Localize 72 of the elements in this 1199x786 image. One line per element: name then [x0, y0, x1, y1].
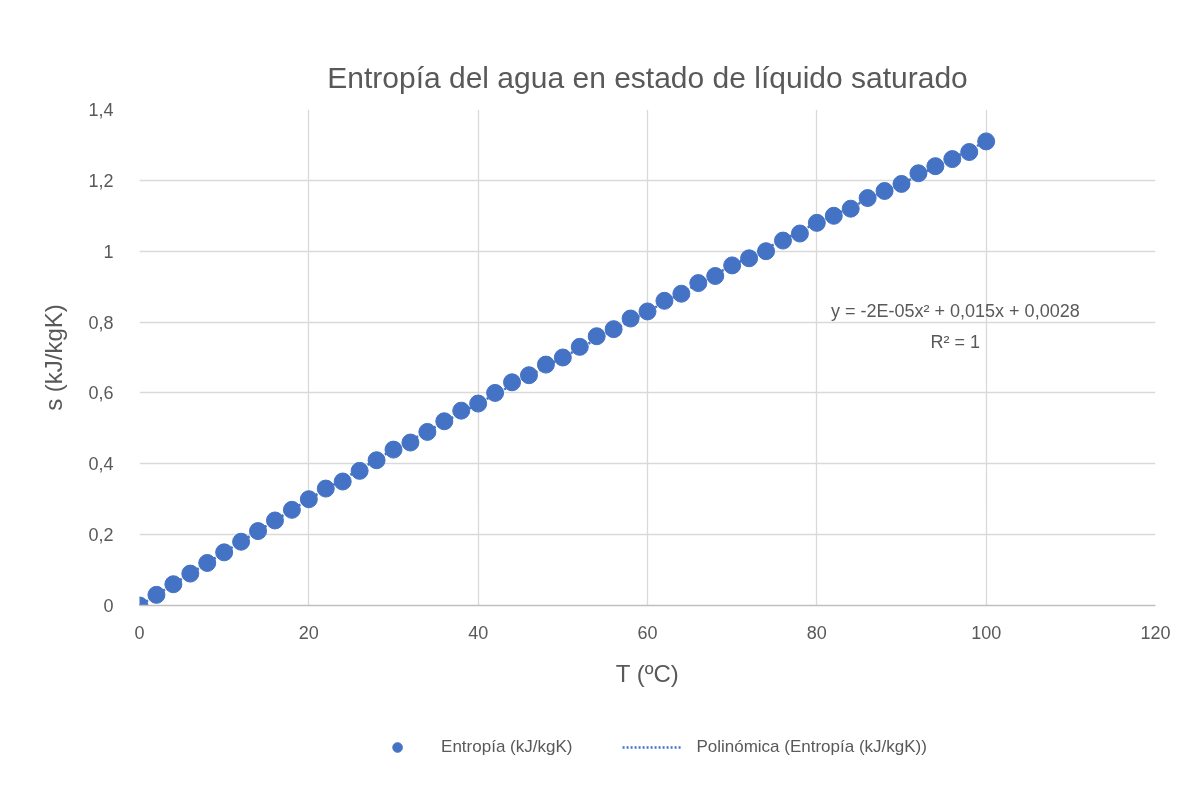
legend-label: Polinómica (Entropía (kJ/kgK)) — [696, 737, 927, 757]
point — [164, 575, 183, 594]
point — [299, 490, 318, 509]
point — [519, 366, 538, 385]
x-tick-label: 80 — [806, 622, 827, 643]
point — [858, 189, 877, 208]
point — [773, 231, 792, 250]
x-tick-label: 40 — [468, 622, 489, 643]
point — [316, 479, 335, 498]
point — [333, 472, 352, 491]
point — [570, 337, 589, 356]
point — [282, 500, 301, 519]
point — [401, 433, 420, 452]
point — [367, 451, 386, 470]
annotation: R² = 1 — [930, 332, 981, 353]
point — [638, 302, 657, 321]
point — [553, 348, 572, 367]
point — [689, 274, 708, 293]
point — [198, 554, 217, 572]
point — [807, 213, 826, 232]
point — [706, 267, 725, 285]
point — [604, 320, 623, 339]
point — [249, 522, 268, 541]
point — [740, 249, 759, 268]
annotation: y = -2E-05x² + 0,015x + 0,0028 — [831, 301, 1080, 322]
y-axis-title: s (kJ/kgK) — [40, 304, 68, 411]
y-tick-label: 0,4 — [88, 454, 114, 475]
point — [909, 164, 928, 183]
x-tick-label: 120 — [1140, 622, 1171, 643]
x-tick-label: 20 — [298, 622, 319, 643]
y-tick-label: 0 — [103, 596, 114, 616]
point — [757, 242, 776, 261]
point — [536, 355, 555, 374]
point — [960, 143, 979, 161]
y-tick-label: 0,6 — [88, 383, 114, 404]
point — [435, 412, 454, 431]
chart-title: Entropía del agua en estado de líquido saturado — [327, 60, 968, 94]
point — [655, 291, 674, 310]
y-tick-label: 1,2 — [88, 170, 114, 191]
point — [469, 394, 488, 413]
point — [452, 401, 471, 420]
point — [350, 461, 369, 480]
point — [977, 132, 996, 151]
point — [587, 327, 606, 346]
point — [147, 585, 166, 604]
legend-label: Entropía (kJ/kgK) — [441, 737, 573, 757]
point — [621, 309, 640, 328]
point — [232, 532, 251, 551]
y-tick-label: 0,8 — [88, 312, 114, 333]
x-tick-label: 100 — [971, 622, 1002, 643]
point — [926, 157, 945, 176]
point — [215, 543, 234, 562]
point — [672, 284, 691, 303]
point — [265, 511, 284, 530]
y-tick-label: 0,2 — [88, 525, 114, 546]
point — [418, 422, 437, 441]
point — [875, 182, 894, 200]
point — [790, 224, 809, 243]
point — [824, 206, 843, 225]
x-axis-title: T (ºC) — [615, 659, 679, 687]
x-tick-label: 0 — [134, 622, 145, 643]
point — [943, 150, 962, 169]
point — [486, 383, 505, 402]
point — [181, 564, 200, 583]
point — [723, 256, 742, 275]
point — [384, 440, 403, 459]
y-tick-label: 1 — [103, 241, 114, 262]
y-tick-label: 1,4 — [88, 100, 114, 120]
point — [841, 199, 860, 218]
point — [892, 174, 911, 193]
x-tick-label: 60 — [637, 622, 658, 643]
point — [503, 373, 522, 392]
